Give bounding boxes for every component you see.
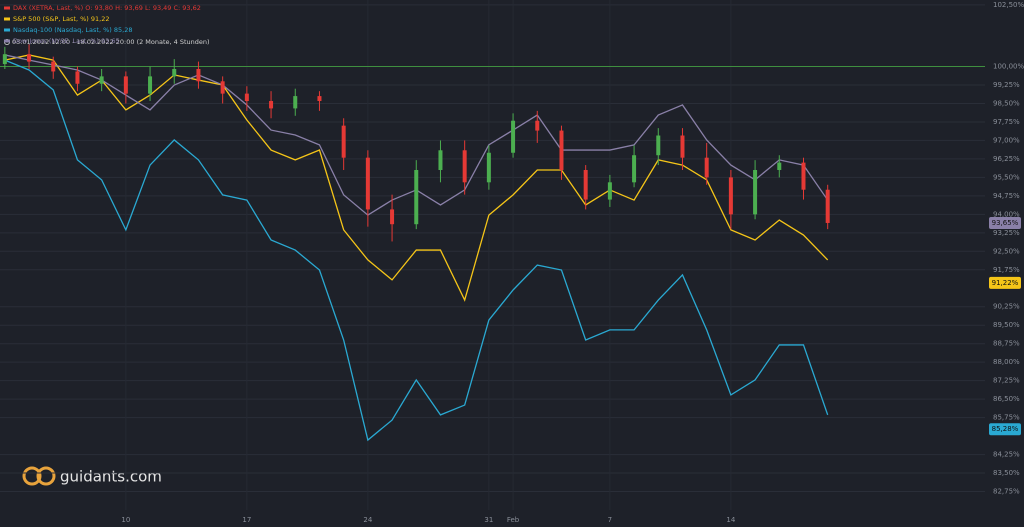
- x-tick-label: 31: [484, 516, 493, 524]
- candle-body: [99, 76, 104, 84]
- x-tick-label: Feb: [507, 516, 520, 524]
- candle-body: [123, 76, 128, 94]
- legend-entry: Dow Jones (NYSE, Last, %) 93,65: [13, 37, 120, 45]
- y-tick-label: 100,00%: [993, 63, 1024, 71]
- series-line: [4, 59, 829, 442]
- candle-body: [220, 81, 225, 94]
- candle-body: [414, 170, 419, 225]
- y-tick-label: 88,00%: [993, 358, 1020, 366]
- candle-body: [438, 150, 443, 170]
- candle-body: [196, 68, 201, 82]
- series-line: [4, 54, 829, 302]
- y-tick-label: 94,75%: [993, 192, 1020, 200]
- candle-body: [341, 125, 346, 158]
- candle-body: [51, 61, 56, 72]
- candle-body: [583, 170, 588, 200]
- logo-ring: [22, 466, 42, 486]
- y-tick-label: 83,50%: [993, 469, 1020, 477]
- y-tick-label: 90,25%: [993, 303, 1020, 311]
- candle-body: [269, 101, 274, 109]
- candle-body: [75, 71, 80, 84]
- candle-body: [462, 150, 467, 183]
- candle-body: [825, 189, 830, 223]
- candle-body: [656, 135, 661, 156]
- candle-body: [148, 76, 153, 94]
- candle-body: [728, 177, 733, 215]
- y-tick-label: 97,00%: [993, 136, 1020, 144]
- y-tick-label: 99,25%: [993, 81, 1020, 89]
- legend-swatch: [4, 17, 10, 21]
- y-tick-label: 92,50%: [993, 247, 1020, 255]
- candle-body: [27, 54, 32, 62]
- y-tick-label: 84,25%: [993, 451, 1020, 459]
- candle-body: [2, 54, 7, 65]
- y-tick-label: 98,50%: [993, 99, 1020, 107]
- candle-body: [559, 130, 564, 170]
- y-tick-label: 87,25%: [993, 377, 1020, 385]
- x-tick-label: 14: [726, 516, 735, 524]
- candle-body: [511, 120, 516, 153]
- y-tick-label: 93,25%: [993, 229, 1020, 237]
- x-tick-label: 24: [363, 516, 372, 524]
- candle-body: [777, 162, 782, 170]
- legend-entry: Nasdaq-100 (Nasdaq, Last, %) 85,28: [13, 26, 132, 34]
- legend-entry: S&P 500 (S&P, Last, %) 91,22: [13, 15, 110, 23]
- price-badge: [989, 276, 1021, 289]
- x-tick-label: 7: [608, 516, 612, 524]
- price-badge: [989, 423, 1021, 436]
- candle-body: [632, 155, 637, 183]
- legend-swatch: [4, 28, 10, 32]
- brand-logo: guidants.com: [22, 466, 162, 486]
- x-tick-label: 17: [242, 516, 251, 524]
- y-tick-label: 91,75%: [993, 266, 1020, 274]
- candle-body: [172, 68, 177, 77]
- period: 03.01.2022 12:00 - 18.02.2022 20:00 (2 M…: [12, 38, 210, 46]
- legend-swatch: [4, 6, 10, 10]
- candle-body: [390, 209, 395, 225]
- candle-body: [704, 157, 709, 178]
- candle-body: [244, 93, 249, 102]
- candle-body: [486, 152, 491, 183]
- price-badge: [989, 216, 1021, 229]
- price-badge-label: 85,28%: [992, 425, 1019, 433]
- y-tick-label: 102,50%: [993, 1, 1024, 9]
- candle-body: [317, 96, 322, 102]
- y-tick-label: 89,50%: [993, 321, 1020, 329]
- y-tick-label: 97,75%: [993, 118, 1020, 126]
- candle-body: [365, 157, 370, 210]
- logo-ring: [36, 466, 56, 486]
- legend-swatch: [4, 39, 10, 43]
- y-tick-label: 88,75%: [993, 340, 1020, 348]
- y-tick-label: 96,25%: [993, 155, 1020, 163]
- brand-text: guidants.com: [60, 468, 162, 486]
- candle-body: [293, 96, 298, 109]
- x-tick-label: 10: [121, 516, 130, 524]
- candle-body: [535, 120, 540, 131]
- price-badge-label: 93,65%: [992, 219, 1019, 227]
- y-tick-label: 94,00%: [993, 210, 1020, 218]
- price-badge-label: 91,22%: [992, 279, 1019, 287]
- y-tick-label: 82,75%: [993, 488, 1020, 496]
- candle-body: [607, 182, 612, 200]
- candle-body: [680, 135, 685, 158]
- legend-entry: DAX (XETRA, Last, %) O: 93,80 H: 93,69 L…: [13, 4, 201, 12]
- candle-body: [801, 162, 806, 190]
- y-tick-label: 95,50%: [993, 173, 1020, 181]
- y-tick-label: 85,75%: [993, 414, 1020, 422]
- candle-body: [753, 170, 758, 215]
- y-tick-label: 86,50%: [993, 395, 1020, 403]
